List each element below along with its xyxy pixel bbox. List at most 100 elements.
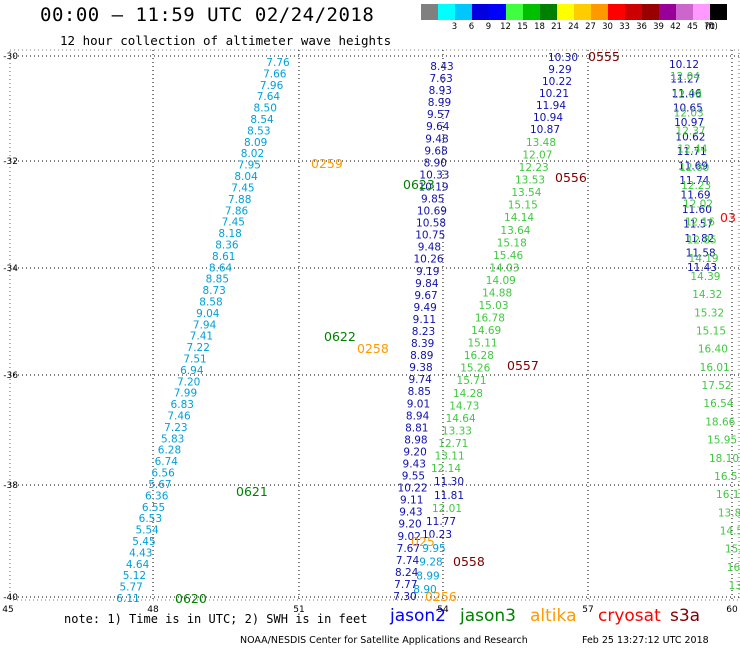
- wave-height-value: 14.5: [720, 525, 740, 537]
- wave-height-value: 8.23: [412, 326, 435, 338]
- wave-height-value: 7.86: [225, 205, 249, 217]
- wave-height-value: 15.95: [707, 435, 737, 447]
- wave-height-value: 7.22: [187, 342, 210, 354]
- scale-label: 42: [670, 22, 681, 32]
- wave-height-value: 14.39: [690, 271, 720, 283]
- wave-height-value: 18.66: [705, 416, 735, 428]
- wave-height-value: 8.98: [404, 434, 427, 446]
- lon-tick-label: 54: [437, 605, 449, 615]
- wave-height-value: 12.08: [672, 89, 702, 101]
- scale-swatch: [676, 4, 693, 20]
- wave-height-value: 7.45: [231, 182, 254, 194]
- wave-height-value: 9.29: [548, 64, 571, 76]
- wave-height-value: 14.69: [471, 325, 501, 337]
- wave-height-value: 14.03: [489, 262, 519, 274]
- wave-height-value: 10.23: [422, 529, 452, 541]
- time-label: 0259: [311, 156, 343, 171]
- time-label: 0557: [507, 358, 539, 373]
- wave-height-value: 7.67: [397, 543, 420, 555]
- wave-height-value: 4.43: [129, 547, 152, 559]
- wave-height-value: 15.03: [478, 300, 508, 312]
- scale-label: 27: [585, 22, 596, 32]
- wave-height-value: 11.81: [434, 490, 464, 502]
- wave-height-value: 10.65: [673, 103, 703, 115]
- lat-tick-label: -36: [3, 371, 18, 381]
- wave-height-value: 15.71: [457, 375, 487, 387]
- map-frame: [9, 49, 740, 601]
- wave-height-value: 13.8: [718, 507, 740, 519]
- wave-height-value: 13.48: [526, 137, 556, 149]
- wave-height-value: 5.12: [123, 570, 146, 582]
- lat-tick-label: -34: [3, 264, 18, 274]
- wave-height-value: 12.02: [683, 198, 713, 210]
- wave-height-value: 6.74: [155, 456, 179, 468]
- wave-height-value: 9.28: [419, 557, 442, 569]
- wave-height-value: 8.18: [218, 228, 241, 240]
- wave-height-value: 9.57: [427, 109, 450, 121]
- wave-height-value: 7.46: [167, 411, 191, 423]
- scale-swatch: [693, 4, 710, 20]
- wave-height-value: 11.77: [426, 516, 456, 528]
- wave-height-value: 10.69: [417, 206, 447, 218]
- wave-height-value: 13.64: [500, 225, 530, 237]
- wave-height-value: 16.01: [700, 362, 730, 374]
- wave-height-value: 13.53: [515, 175, 545, 187]
- scale-label: 39: [653, 22, 664, 32]
- wave-height-value: 5.83: [161, 433, 184, 445]
- grid-lines: [9, 49, 740, 601]
- wave-height-value: 7.20: [177, 376, 200, 388]
- wave-height-value: 6.28: [158, 445, 181, 457]
- wave-height-value: 9.02: [398, 531, 421, 543]
- time-label: 0620: [175, 591, 207, 606]
- legend-item-s3a: s3a: [670, 606, 701, 626]
- lon-tick-label: 51: [293, 605, 304, 615]
- wave-height-value: 12.71: [438, 438, 468, 450]
- wave-height-value: 7.74: [396, 555, 420, 567]
- wave-height-value: 10.75: [415, 230, 445, 242]
- wave-height-value: 12.23: [681, 180, 711, 192]
- lon-tick-label: 48: [147, 605, 159, 615]
- wave-height-value: 5.67: [148, 479, 171, 491]
- time-label: 0555: [588, 49, 620, 64]
- wave-height-value: 8.90: [413, 584, 436, 596]
- wave-height-value: 12.16: [685, 216, 715, 228]
- wave-height-value: 11.46: [672, 88, 702, 100]
- wave-height-value: 11.74: [679, 175, 709, 187]
- wave-values: 7.767.667.967.648.508.548.538.098.027.95…: [116, 52, 740, 605]
- wave-height-value: 9.43: [399, 507, 422, 519]
- scale-swatch: [506, 4, 523, 20]
- wave-height-value: 6.53: [139, 513, 162, 525]
- wave-height-value: 8.04: [234, 171, 258, 183]
- wave-height-value: 9.11: [400, 495, 423, 507]
- scale-swatch: [642, 4, 659, 20]
- wave-height-value: 16.: [727, 562, 740, 574]
- scale-label: 36: [636, 22, 647, 32]
- scale-swatch: [540, 4, 557, 20]
- wave-height-value: 11.69: [678, 161, 708, 173]
- legend-item-altika: altika: [530, 606, 577, 626]
- time-label: 0256: [425, 589, 457, 604]
- wave-height-value: 14.32: [692, 289, 722, 301]
- wave-height-value: 11.43: [687, 262, 717, 274]
- wave-height-value: 11.60: [682, 204, 712, 216]
- scale-label: 70: [704, 22, 715, 32]
- wave-height-value: 5.45: [132, 536, 155, 548]
- wave-height-value: 7.63: [429, 73, 452, 85]
- wave-height-value: 7.51: [183, 354, 206, 366]
- wave-height-value: 12.37: [676, 126, 706, 138]
- wave-height-value: 7.64: [257, 91, 281, 103]
- scale-label: 3: [451, 22, 458, 32]
- wave-height-value: 16.78: [475, 313, 505, 325]
- scale-swatch: [659, 4, 676, 20]
- wave-height-value: 9.85: [421, 194, 444, 206]
- wave-height-value: 15.: [725, 544, 740, 556]
- wave-height-value: 7.94: [193, 319, 217, 331]
- wave-height-value: 11.27: [670, 74, 700, 86]
- wave-height-value: 10.30: [548, 52, 578, 64]
- scale-swatch: [574, 4, 591, 20]
- wave-height-value: 7.77: [394, 579, 417, 591]
- scale-swatch: [591, 4, 608, 20]
- wave-height-value: 11.69: [681, 190, 711, 202]
- wave-height-value: 8.36: [215, 239, 239, 251]
- wave-height-value: 15.15: [696, 326, 726, 338]
